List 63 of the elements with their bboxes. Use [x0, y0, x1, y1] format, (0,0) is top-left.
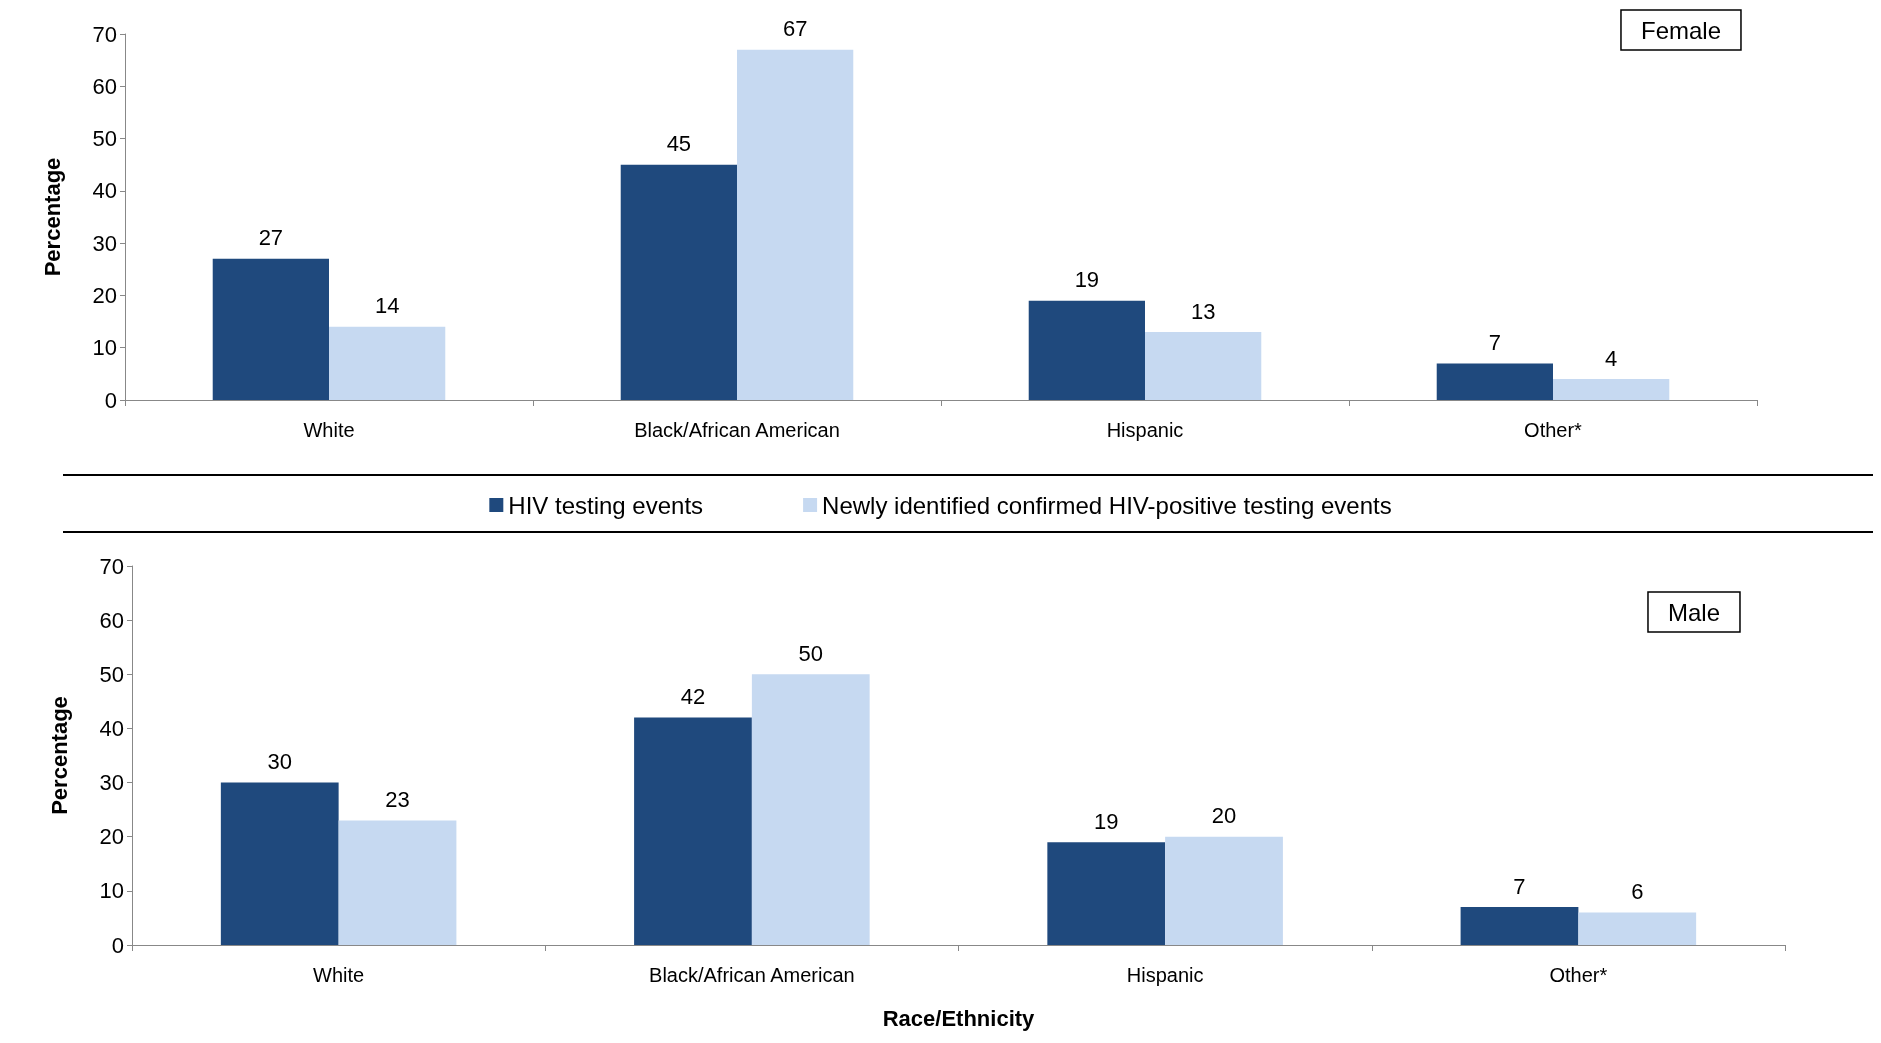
- y-tick-label: 60: [99, 607, 124, 633]
- data-label: 27: [258, 225, 284, 251]
- x-tick-label: Other*: [1524, 419, 1583, 441]
- y-tick-label: 10: [99, 878, 124, 904]
- bar: [634, 717, 752, 945]
- bar: [220, 782, 339, 945]
- data-label: 19: [1093, 808, 1119, 834]
- data-label: 45: [666, 131, 692, 157]
- y-tick-label: 50: [92, 126, 117, 152]
- bar: [751, 674, 870, 945]
- bar: [1145, 332, 1262, 400]
- bar: [1436, 363, 1553, 400]
- bar: [1578, 912, 1697, 945]
- text: Male: [1667, 598, 1721, 626]
- x-axis-title: Race/Ethnicity: [882, 1005, 1036, 1031]
- y-tick-label: 70: [92, 21, 117, 47]
- x-tick-label: Hispanic: [1106, 419, 1184, 441]
- data-label: 23: [385, 786, 410, 812]
- bar: [1028, 300, 1145, 400]
- x-tick-label: Other*: [1549, 964, 1608, 986]
- x-tick-label: White: [303, 419, 355, 441]
- y-tick-label: 20: [92, 282, 117, 308]
- x-tick-label: White: [313, 964, 365, 986]
- data-label: 19: [1074, 267, 1100, 293]
- y-axis-title: Percentage: [39, 157, 65, 277]
- data-label: 14: [374, 293, 400, 319]
- data-label: 67: [782, 16, 808, 42]
- bar: [620, 164, 737, 400]
- y-tick-label: 30: [92, 230, 117, 256]
- legend-label: Newly identified confirmed HIV-positive testing events: [822, 491, 1392, 519]
- y-tick-label: 70: [99, 553, 124, 579]
- bar: [737, 49, 854, 400]
- data-label: 30: [267, 749, 292, 775]
- y-tick-label: 50: [99, 661, 124, 687]
- x-tick-label: Hispanic: [1126, 964, 1204, 986]
- bar: [338, 820, 457, 945]
- y-tick-label: 30: [99, 770, 124, 796]
- data-label: 20: [1211, 803, 1237, 829]
- data-label: 42: [680, 684, 706, 710]
- data-label: 6: [1631, 879, 1644, 905]
- data-label: 7: [1513, 873, 1526, 899]
- y-tick-label: 40: [92, 178, 117, 204]
- bar: [212, 258, 329, 400]
- x-tick-label: Black/African American: [634, 419, 840, 441]
- y-tick-label: 0: [111, 932, 124, 958]
- bar: [329, 326, 446, 400]
- data-label: 50: [798, 640, 824, 666]
- legend-label: HIV testing events: [508, 491, 704, 519]
- y-axis-title: Percentage: [46, 696, 72, 815]
- bar: [1165, 836, 1283, 945]
- y-tick-label: 40: [99, 715, 124, 741]
- bar: [1553, 379, 1670, 400]
- y-tick-label: 20: [99, 824, 124, 850]
- y-tick-label: 0: [104, 387, 117, 413]
- bar: [1460, 907, 1579, 945]
- bar: [1047, 842, 1166, 945]
- data-label: 7: [1488, 329, 1501, 355]
- x-tick-label: Black/African American: [649, 964, 855, 986]
- y-tick-label: 60: [92, 73, 117, 99]
- data-label: 13: [1190, 298, 1216, 324]
- data-label: 4: [1605, 345, 1618, 371]
- chart-title: Female: [1640, 16, 1721, 44]
- y-tick-label: 10: [92, 335, 117, 361]
